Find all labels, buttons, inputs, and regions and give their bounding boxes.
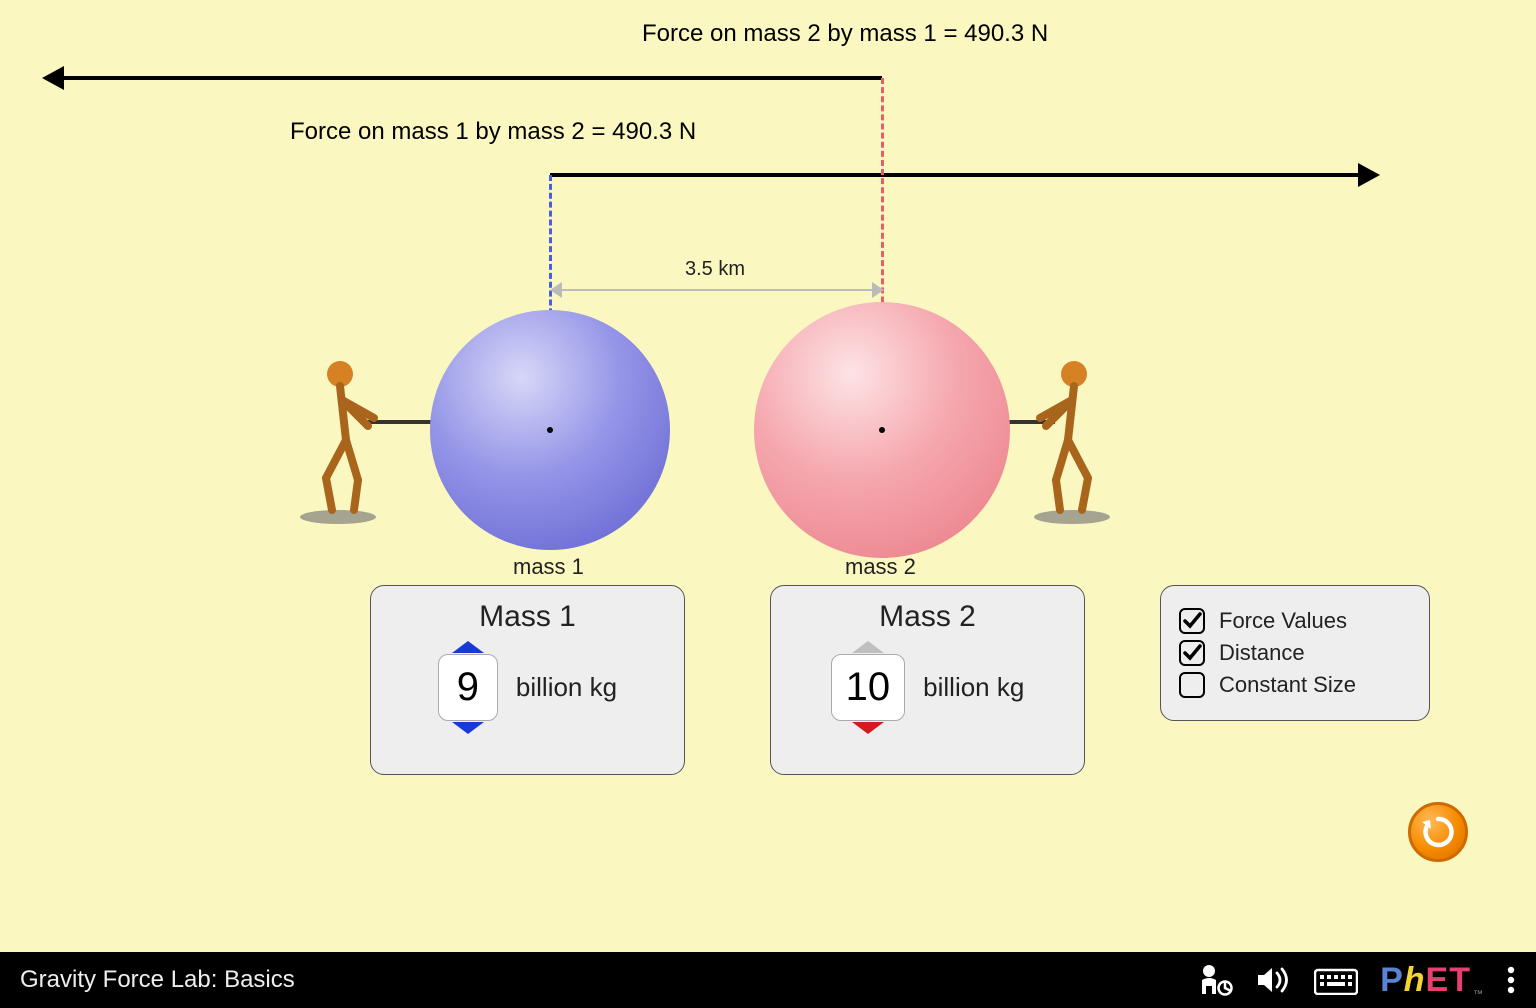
mass-1-panel-title: Mass 1	[371, 600, 684, 634]
sound-icon[interactable]	[1256, 964, 1292, 996]
mass-1-decrement[interactable]	[452, 722, 484, 734]
simulation-stage: Force on mass 2 by mass 1 = 490.3 N Forc…	[0, 0, 1536, 1008]
options-panel: Force Values Distance Constant Size	[1160, 585, 1430, 721]
mass-2-unit: billion kg	[923, 672, 1024, 703]
distance-checkbox[interactable]	[1179, 640, 1205, 666]
mass-2-value-spinner[interactable]: 10	[831, 654, 906, 721]
force-on-1-by-2-label: Force on mass 1 by mass 2 = 490.3 N	[290, 118, 696, 146]
force-on-2-by-1-arrow	[62, 76, 882, 80]
distance-line	[558, 289, 876, 291]
mass-2-decrement[interactable]	[852, 722, 884, 734]
distance-option-label: Distance	[1219, 640, 1305, 666]
mass-2-panel-title: Mass 2	[771, 600, 1084, 634]
force-on-1-by-2-arrow	[550, 173, 1360, 177]
a11y-icon[interactable]	[1196, 964, 1234, 996]
mass-2-panel: Mass 2 10 billion kg	[770, 585, 1085, 775]
phet-logo[interactable]: PhET™	[1380, 961, 1484, 1000]
reset-button[interactable]	[1408, 802, 1468, 862]
mass-1-increment[interactable]	[452, 641, 484, 653]
constant-size-checkbox[interactable]	[1179, 672, 1205, 698]
mass-2-sphere[interactable]	[754, 302, 1010, 558]
force-on-2-by-1-arrowhead	[42, 66, 64, 90]
distance-cap-right	[872, 282, 884, 298]
force-on-2-by-1-label: Force on mass 2 by mass 1 = 490.3 N	[642, 20, 1048, 48]
puller-figure-left	[306, 358, 386, 518]
force-on-1-by-2-arrowhead	[1358, 163, 1380, 187]
mass-2-value: 10	[846, 665, 891, 709]
mass-2-label: mass 2	[845, 554, 916, 580]
mass-1-value: 9	[457, 665, 479, 709]
constant-size-label: Constant Size	[1219, 672, 1356, 698]
distance-cap-left	[550, 282, 562, 298]
mass-1-value-spinner[interactable]: 9	[438, 654, 498, 721]
menu-icon[interactable]	[1506, 964, 1516, 996]
distance-label: 3.5 km	[685, 258, 745, 281]
mass-1-panel: Mass 1 9 billion kg	[370, 585, 685, 775]
mass-1-unit: billion kg	[516, 672, 617, 703]
mass-1-sphere[interactable]	[430, 310, 670, 550]
puller-figure-right	[1028, 358, 1108, 518]
mass-2-increment	[852, 641, 884, 653]
force-values-checkbox[interactable]	[1179, 608, 1205, 634]
mass-1-label: mass 1	[513, 554, 584, 580]
force-values-label: Force Values	[1219, 608, 1347, 634]
keyboard-icon[interactable]	[1314, 965, 1358, 995]
sim-title: Gravity Force Lab: Basics	[20, 966, 295, 994]
navigation-bar: Gravity Force Lab: Basics PhET™	[0, 952, 1536, 1008]
